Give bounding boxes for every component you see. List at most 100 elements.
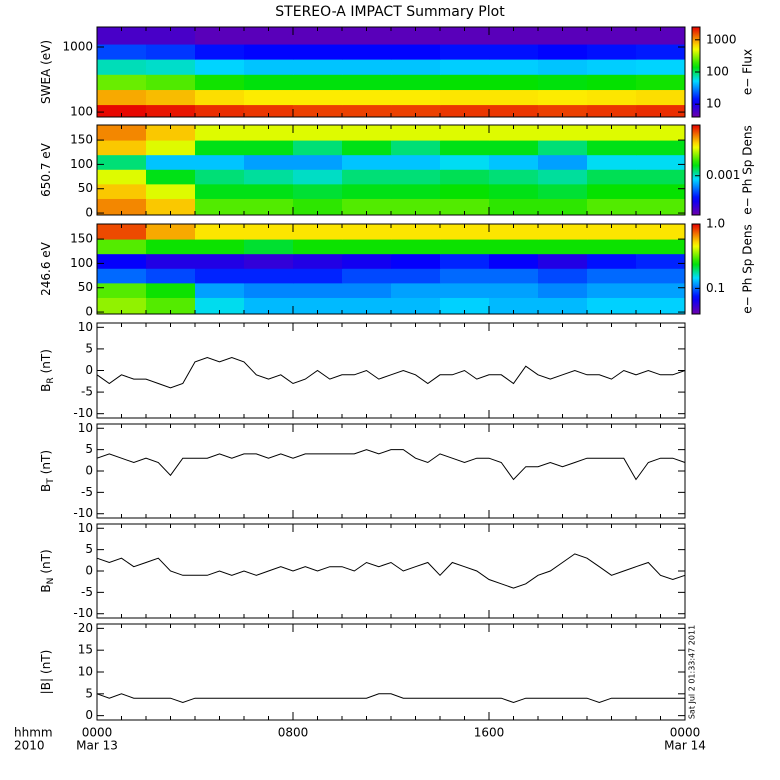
spectrogram-cell (293, 239, 343, 255)
y-tick-label: -10 (73, 506, 93, 520)
spectrogram-cell (538, 169, 588, 185)
spectrogram-cell (342, 268, 392, 284)
spectrogram-cell (587, 268, 637, 284)
y-axis-label: 246.6 eV (39, 241, 53, 296)
panel-frame (96, 423, 686, 519)
spectrogram-cell (244, 27, 294, 45)
x-date-label: Mar 14 (664, 739, 706, 753)
y-axis-label: SWEA (eV) (39, 40, 53, 104)
colorbar-label: e− Flux (741, 49, 755, 95)
spectrogram-cell (489, 27, 539, 45)
spectrogram-cell (97, 154, 147, 170)
spectrogram-cell (195, 140, 245, 156)
spectrogram-cell (489, 169, 539, 185)
spectrogram-cell (293, 89, 343, 106)
spectrogram-cell (538, 198, 588, 216)
spectrogram-cell (440, 89, 490, 106)
spectrogram-cell (636, 89, 686, 106)
panel-frame (96, 322, 686, 419)
spectrogram-cell (342, 125, 392, 141)
y-tick-label: 10 (78, 421, 93, 435)
spectrogram-cell (146, 183, 196, 199)
spectrogram-cell (489, 239, 539, 255)
spectrogram-cell (146, 140, 196, 156)
y-tick-label: -5 (81, 585, 93, 599)
spectrogram-cell (587, 89, 637, 106)
spectrogram-cell (293, 104, 343, 118)
spectrogram-cell (538, 27, 588, 45)
spectrogram-cell (342, 154, 392, 170)
y-axis-label: BT (nT) (39, 450, 56, 492)
spectrogram-cell (97, 74, 147, 91)
spectrogram-cell (195, 104, 245, 118)
spectrogram-cell (146, 297, 196, 315)
spectrogram-cell (97, 183, 147, 199)
spectrogram-cell (293, 198, 343, 216)
spectrogram-cell (489, 268, 539, 284)
y-axis-label-unit: (nT) (39, 650, 53, 674)
spectrogram-cell (195, 224, 245, 240)
spectrogram-cell (97, 297, 147, 315)
spectrogram-cell (342, 253, 392, 269)
y-tick-label: 0 (85, 564, 93, 578)
spectrogram-cell (244, 239, 294, 255)
y-tick-label: 0 (85, 464, 93, 478)
spectrogram-cell (293, 59, 343, 75)
spectrogram-cell (489, 59, 539, 75)
spectrogram-cell (195, 44, 245, 60)
spectrogram-cell (440, 183, 490, 199)
spectrogram-cell (391, 154, 441, 170)
y-tick-label: 10 (78, 320, 93, 334)
spectrogram-cell (636, 140, 686, 156)
x-tick-label: 1600 (474, 726, 505, 740)
spectrogram-cell (636, 183, 686, 199)
spectrogram-cell (636, 27, 686, 45)
spectrogram-cell (636, 198, 686, 216)
spectrogram-cell (244, 125, 294, 141)
spectrogram-cell (538, 74, 588, 91)
y-tick-label: 50 (78, 280, 93, 294)
field-line (96, 449, 686, 481)
spectrogram-cell (293, 44, 343, 60)
spectrogram-cell (342, 239, 392, 255)
spectrogram-cell (293, 224, 343, 240)
spectrogram-cell (489, 44, 539, 60)
spectrogram-cell (587, 27, 637, 45)
colorbar (691, 124, 701, 216)
colorbar-tick-label: 1000 (706, 32, 737, 46)
spectrogram-cell (195, 282, 245, 298)
spectrogram-cell (538, 224, 588, 240)
y-tick-label: 5 (85, 442, 93, 456)
spectrogram-cell (146, 27, 196, 45)
spectrogram-cell (440, 59, 490, 75)
spectrogram-cell (538, 104, 588, 118)
spectrogram-cell (489, 253, 539, 269)
field-line (96, 553, 686, 589)
spectrogram-cell (342, 169, 392, 185)
y-tick-label: -5 (81, 485, 93, 499)
spectrogram-cell (587, 198, 637, 216)
spectrogram-cell (587, 224, 637, 240)
spectrogram-cell (391, 27, 441, 45)
y-axis-label-main: SWEA (eV) (39, 40, 53, 104)
spectrogram-cell (293, 183, 343, 199)
spectrogram-cell (538, 239, 588, 255)
spectrogram-cell (440, 104, 490, 118)
y-tick-label: 20 (78, 621, 93, 635)
spectrogram-cell (440, 282, 490, 298)
spectrogram-cell (440, 268, 490, 284)
spectrogram-cell (636, 239, 686, 255)
spectrogram-cell (636, 104, 686, 118)
y-tick-label: 0 (85, 363, 93, 377)
spectrogram-cell (244, 104, 294, 118)
spectrogram-cell (391, 268, 441, 284)
spectrogram-cell (97, 268, 147, 284)
y-tick-label: 5 (85, 341, 93, 355)
spectrogram-cell (636, 44, 686, 60)
spectrogram-cell (636, 253, 686, 269)
spectrogram-cell (97, 125, 147, 141)
spectrogram-cell (146, 268, 196, 284)
spectrogram-cell (342, 74, 392, 91)
spectrogram-cell (244, 282, 294, 298)
spectrogram-cell (489, 154, 539, 170)
